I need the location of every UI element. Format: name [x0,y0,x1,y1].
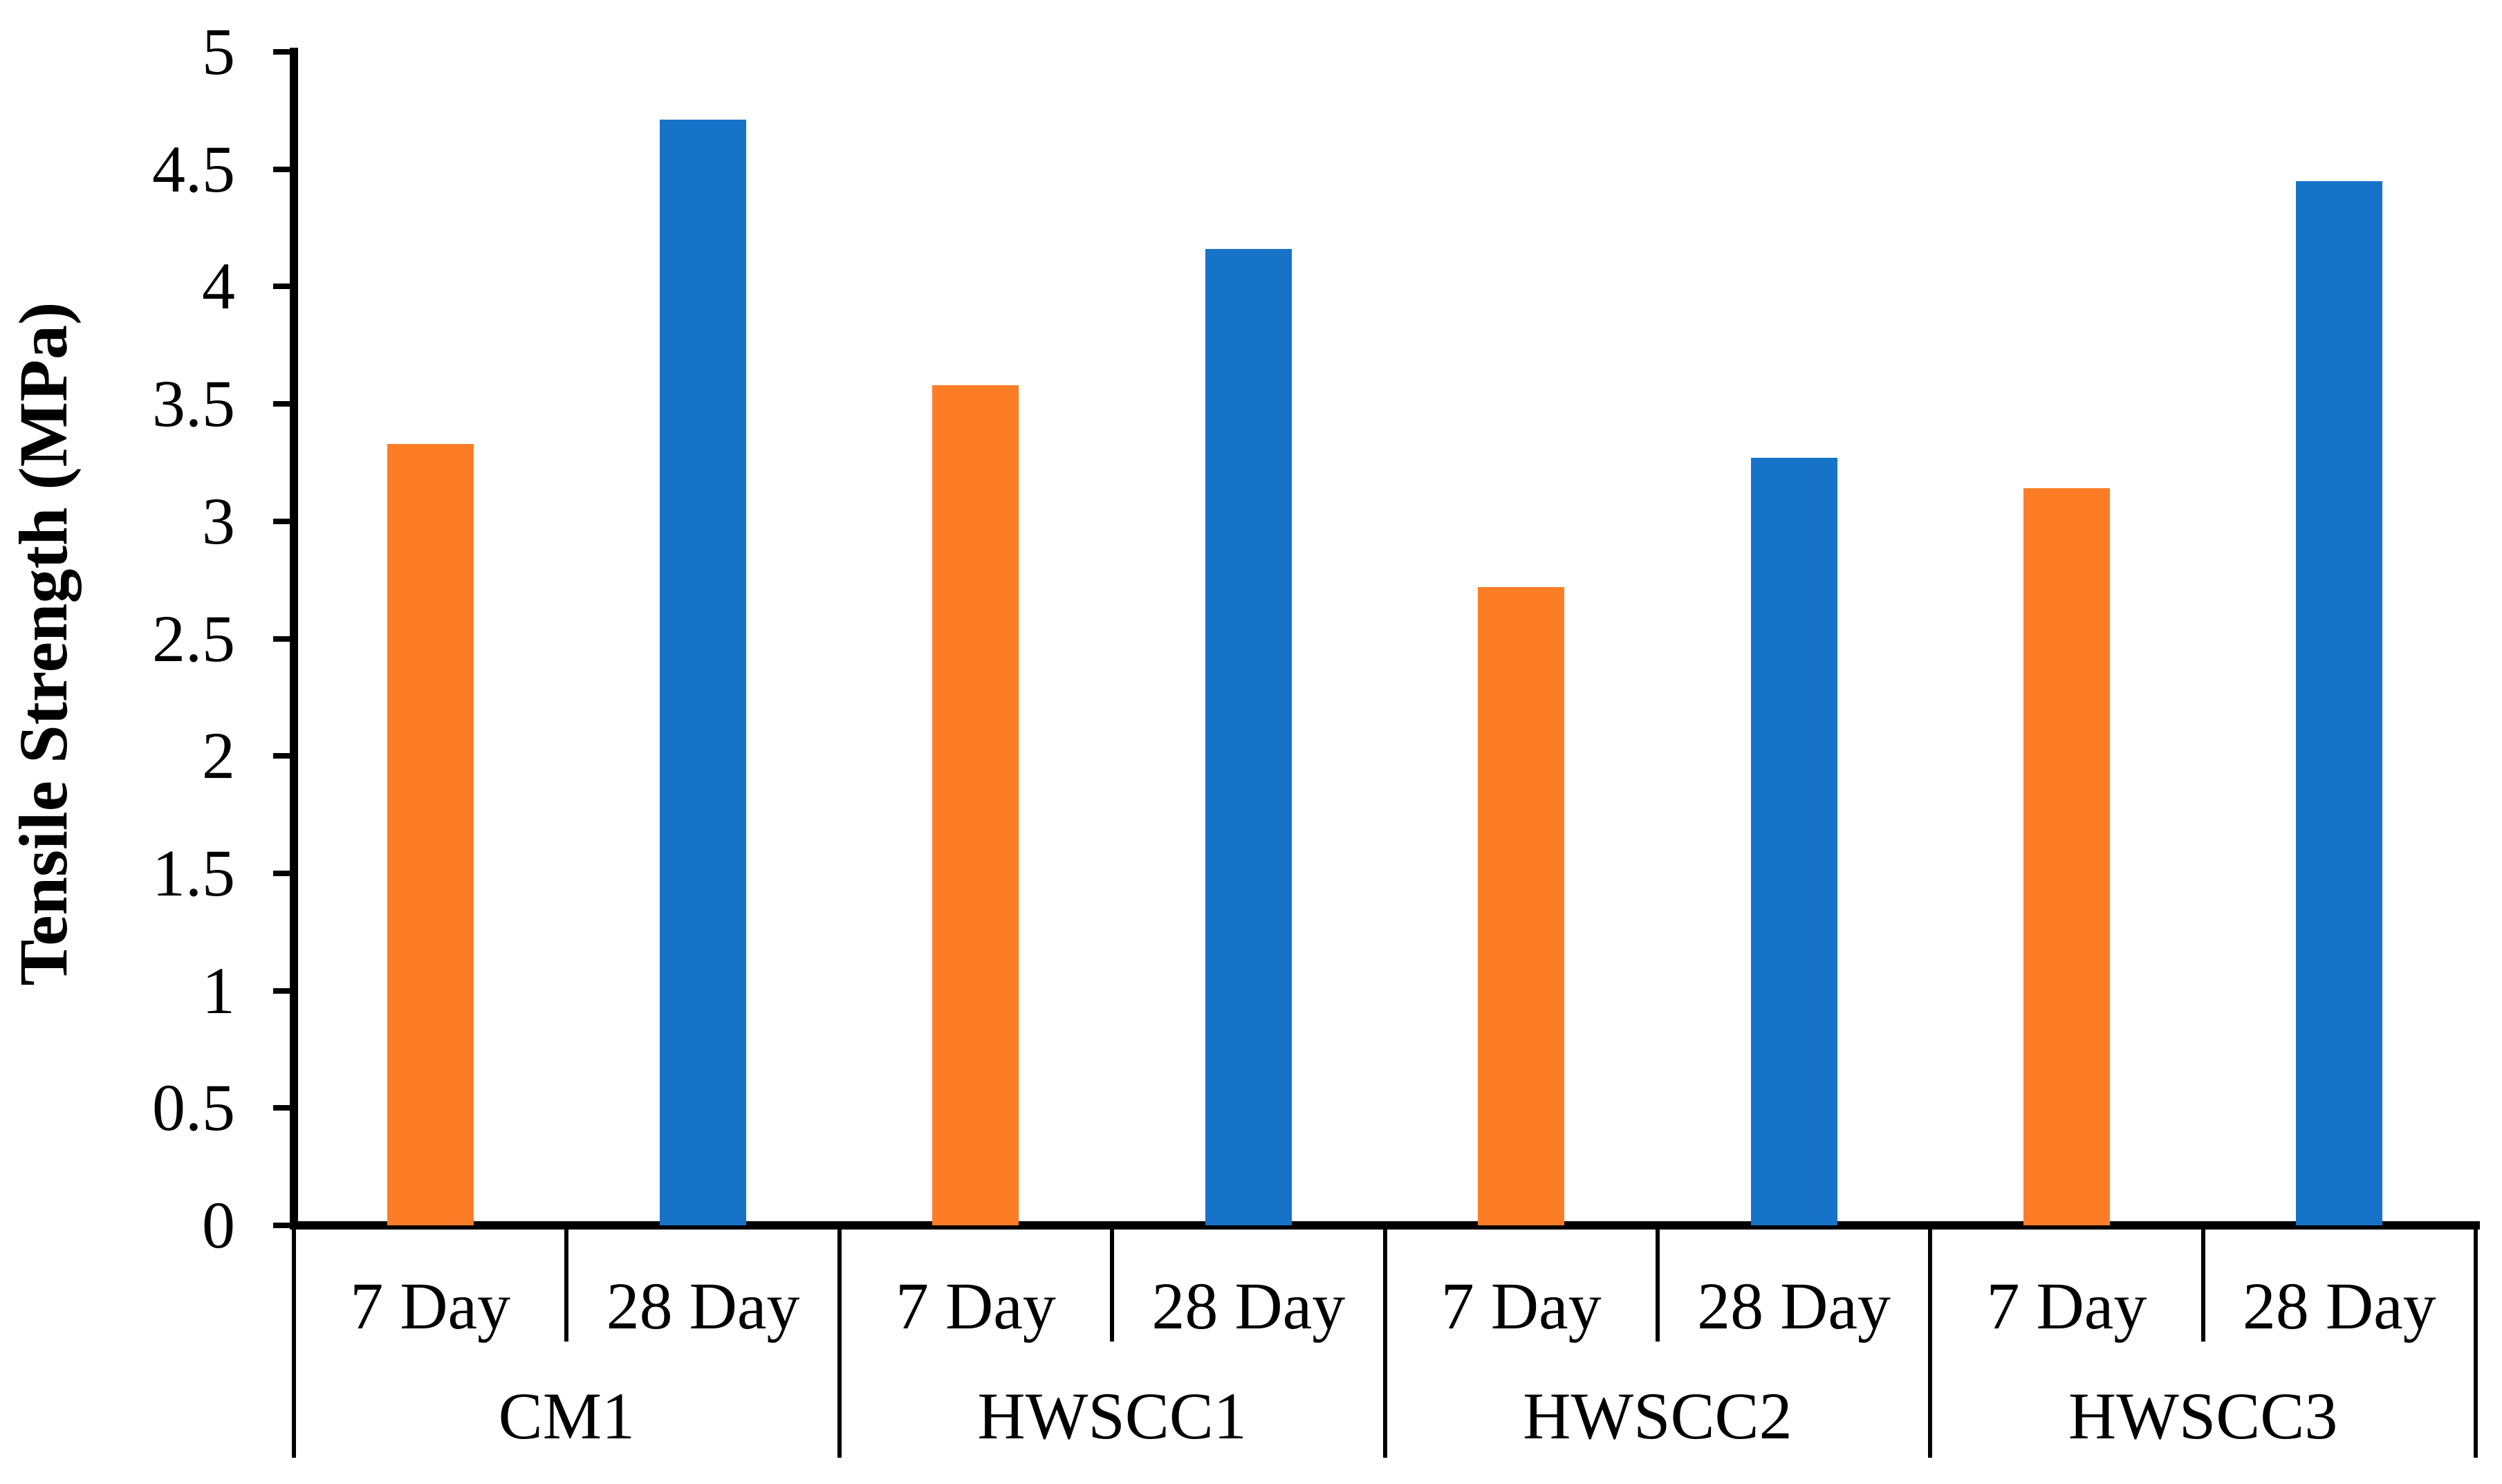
y-tick [273,518,294,524]
y-tick [273,1105,294,1111]
sub-divider [2200,1225,2205,1342]
y-tick-label: 3.5 [152,367,235,441]
group-label: HWSCC3 [2068,1379,2338,1453]
y-tick [273,753,294,759]
sub-divider [1110,1225,1115,1342]
y-tick-label: 2 [202,718,235,793]
group-divider [292,1225,296,1458]
group-divider [1382,1225,1387,1458]
sub-divider [564,1225,569,1342]
y-tick [273,401,294,407]
y-tick [273,166,294,172]
group-label: HWSCC1 [977,1379,1247,1453]
group-divider [2474,1225,2478,1458]
age-label: 28 Day [1697,1269,1891,1343]
y-tick [273,636,294,642]
age-label: 7 Day [1986,1269,2147,1343]
sub-divider [1655,1225,1660,1342]
age-label: 7 Day [350,1269,511,1343]
bar-hwscc2-7-day [1478,586,1565,1225]
y-tick-label: 5 [202,15,235,89]
y-tick-label: 0 [202,1188,235,1262]
y-axis-line [290,48,298,1230]
bar-cm1-7-day [387,443,474,1225]
y-tick-label: 3 [202,483,235,558]
age-label: 7 Day [895,1269,1056,1343]
age-label: 28 Day [606,1269,800,1343]
y-tick [273,987,294,994]
group-divider [1928,1225,1933,1458]
group-label: CM1 [498,1379,636,1453]
bar-hwscc3-7-day [2023,488,2110,1225]
bar-cm1-28-day [660,120,747,1225]
y-tick [273,870,294,876]
y-tick-label: 0.5 [152,1070,235,1145]
bar-hwscc1-7-day [932,384,1019,1225]
y-tick [273,1223,294,1228]
y-tick-label: 1 [202,953,235,1028]
age-label: 7 Day [1440,1269,1602,1343]
bar-hwscc2-28-day [1750,458,1837,1225]
group-divider [837,1225,842,1458]
bar-hwscc1-28-day [1205,249,1292,1225]
y-tick [273,49,294,55]
y-tick-label: 2.5 [152,601,235,676]
age-label: 28 Day [1151,1269,1346,1343]
y-tick-label: 4.5 [152,131,235,206]
y-tick [273,284,294,290]
age-label: 28 Day [2242,1269,2436,1343]
group-label: HWSCC2 [1523,1379,1792,1453]
y-tick-label: 4 [202,249,235,324]
bar-hwscc3-28-day [2296,180,2383,1225]
y-tick-label: 1.5 [152,835,235,910]
